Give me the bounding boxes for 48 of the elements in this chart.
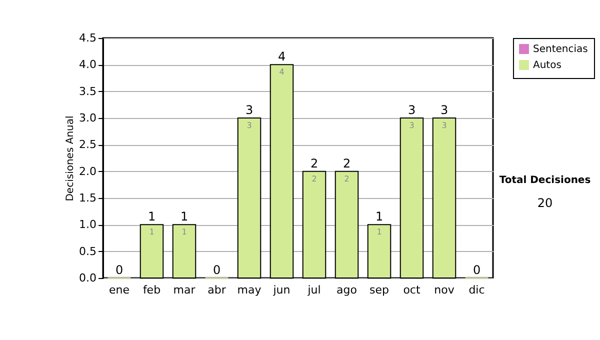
y-tick-label: 4.0 bbox=[79, 58, 96, 72]
total-label: 3 bbox=[408, 103, 416, 117]
text: 20 bbox=[536, 195, 554, 212]
y-tick-label: 0.5 bbox=[79, 244, 96, 258]
total-label: 2 bbox=[310, 156, 318, 170]
x-tick-label: mar bbox=[173, 284, 196, 296]
data-label: 1 bbox=[182, 228, 187, 237]
legend-label: Autos bbox=[533, 60, 562, 71]
y-tick-label: 0.0 bbox=[79, 272, 96, 284]
y-tick-label: 3.0 bbox=[79, 112, 96, 124]
data-label: 3 bbox=[442, 121, 447, 130]
y-tick-label: 3.5 bbox=[79, 84, 96, 98]
x-tick-label: may bbox=[237, 284, 262, 296]
data-label: 2 bbox=[312, 174, 317, 184]
y-tick-label: 1.5 bbox=[79, 192, 96, 204]
x-tick-label: oct bbox=[403, 284, 421, 296]
total-label: 1 bbox=[148, 210, 156, 224]
y-tick-label: 2.5 bbox=[79, 138, 96, 152]
x-tick-label: jul bbox=[306, 284, 321, 296]
x-tick-label: ago bbox=[336, 284, 358, 296]
total-label: 3 bbox=[440, 103, 448, 117]
y-tick-label: 4.5 bbox=[79, 32, 96, 44]
x-tick-label: abr bbox=[208, 284, 226, 296]
x-tick-label: dic bbox=[468, 284, 485, 296]
x-tick-label: feb bbox=[142, 284, 161, 296]
total-label: 0 bbox=[472, 263, 481, 277]
x-tick-label: ene bbox=[108, 284, 130, 296]
x-tick-label: sep bbox=[370, 284, 390, 296]
total-label: 4 bbox=[278, 50, 286, 64]
total-label: 1 bbox=[180, 210, 188, 224]
y-tick-label: 1.0 bbox=[79, 218, 96, 232]
total-label: 0 bbox=[115, 263, 124, 277]
y-tick-label: 2.0 bbox=[79, 164, 96, 178]
data-label: 2 bbox=[344, 174, 350, 184]
total-label: 1 bbox=[375, 210, 384, 224]
total-label: 2 bbox=[342, 156, 351, 170]
data-label: 3 bbox=[409, 121, 414, 130]
data-label: 1 bbox=[149, 228, 154, 237]
x-tick-label: jun bbox=[272, 284, 290, 296]
total-label: 0 bbox=[212, 263, 221, 277]
text: Total Decisiones bbox=[498, 174, 592, 188]
y-axis-title: Decisiones Anual bbox=[65, 116, 76, 202]
x-tick-label: nov bbox=[434, 284, 455, 296]
data-label: 4 bbox=[279, 68, 284, 77]
data-label: 3 bbox=[246, 121, 252, 130]
legend-label: Sentencias bbox=[533, 44, 588, 55]
total-label: 3 bbox=[245, 103, 254, 117]
data-label: 1 bbox=[376, 228, 382, 237]
